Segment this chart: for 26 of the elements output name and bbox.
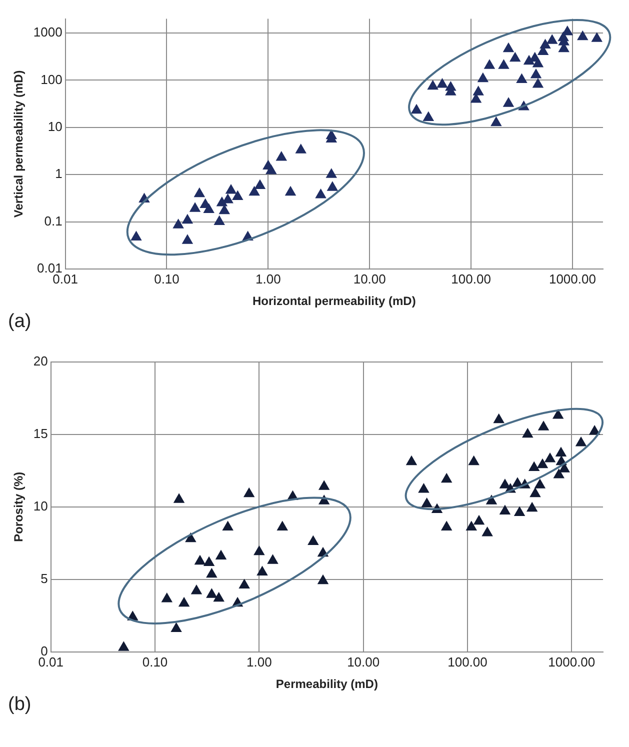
x-axis-title: Horizontal permeability (mD) — [252, 294, 416, 308]
y-tick-label: 20 — [33, 353, 48, 368]
y-tick-label: 0 — [40, 644, 48, 659]
text: (b) — [8, 694, 32, 716]
text: (a) — [8, 311, 32, 333]
x-tick-label: 1.00 — [256, 271, 281, 286]
x-axis-title: Permeability (mD) — [276, 677, 378, 692]
x-tick-label: 100.00 — [448, 654, 488, 670]
y-tick-label: 0.1 — [44, 213, 62, 228]
y-tick-label: 1 — [55, 166, 62, 182]
x-tick-label: 1.00 — [246, 654, 272, 670]
y-tick-label: 10 — [33, 498, 48, 514]
y-axis-title: Vertical permeability (mD) — [12, 70, 26, 218]
x-tick-label: 1000.00 — [548, 654, 596, 670]
y-tick-label: 15 — [33, 426, 48, 441]
y-tick-label: 10 — [48, 118, 62, 134]
x-tick-label: 10.00 — [347, 654, 380, 670]
x-tick-label: 0.10 — [142, 654, 168, 670]
y-axis-title: Porosity (%) — [12, 472, 26, 542]
x-tick-label: 100.00 — [451, 271, 491, 286]
y-tick-label: 5 — [40, 571, 48, 586]
x-tick-label: 1000.00 — [548, 271, 596, 286]
y-tick-label: 1000 — [33, 24, 62, 40]
x-tick-label: 10.00 — [353, 271, 386, 286]
y-tick-label: 100 — [40, 72, 62, 87]
x-tick-label: 0.10 — [154, 271, 180, 286]
